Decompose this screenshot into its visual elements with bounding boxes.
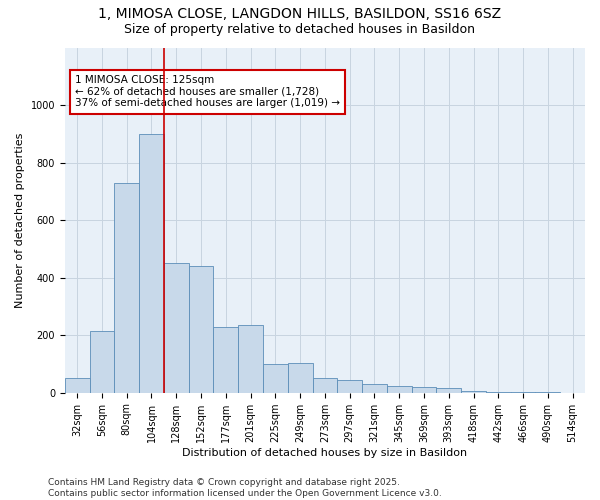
Bar bbox=[65, 378, 89, 392]
Bar bbox=[337, 380, 362, 392]
Bar bbox=[164, 264, 188, 392]
Bar bbox=[436, 388, 461, 392]
Bar bbox=[238, 325, 263, 392]
Text: Size of property relative to detached houses in Basildon: Size of property relative to detached ho… bbox=[125, 22, 476, 36]
Bar bbox=[362, 384, 387, 392]
Bar bbox=[115, 182, 139, 392]
Bar bbox=[214, 326, 238, 392]
Bar bbox=[263, 364, 288, 392]
Bar bbox=[387, 386, 412, 392]
Text: 1 MIMOSA CLOSE: 125sqm
← 62% of detached houses are smaller (1,728)
37% of semi-: 1 MIMOSA CLOSE: 125sqm ← 62% of detached… bbox=[75, 75, 340, 108]
Bar bbox=[412, 387, 436, 392]
Text: 1, MIMOSA CLOSE, LANGDON HILLS, BASILDON, SS16 6SZ: 1, MIMOSA CLOSE, LANGDON HILLS, BASILDON… bbox=[98, 8, 502, 22]
Bar bbox=[188, 266, 214, 392]
Text: Contains HM Land Registry data © Crown copyright and database right 2025.
Contai: Contains HM Land Registry data © Crown c… bbox=[48, 478, 442, 498]
Y-axis label: Number of detached properties: Number of detached properties bbox=[15, 132, 25, 308]
X-axis label: Distribution of detached houses by size in Basildon: Distribution of detached houses by size … bbox=[182, 448, 467, 458]
Bar bbox=[139, 134, 164, 392]
Bar bbox=[288, 362, 313, 392]
Bar bbox=[89, 331, 115, 392]
Bar bbox=[313, 378, 337, 392]
